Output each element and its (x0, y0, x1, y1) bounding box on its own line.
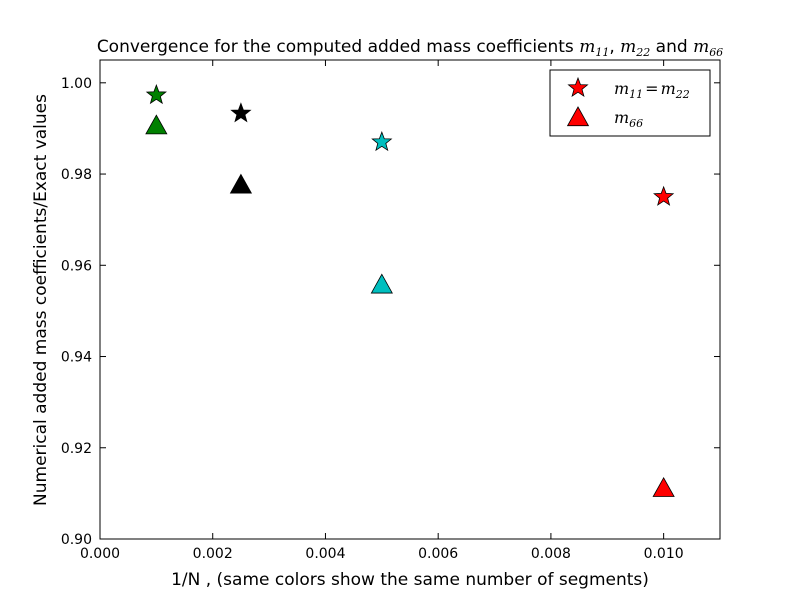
triangle-point (229, 173, 253, 194)
star-point (653, 185, 675, 206)
chart-title: Convergence for the computed added mass … (97, 37, 723, 59)
x-tick-label: 0.004 (305, 546, 345, 562)
x-axis-label: 1/N , (same colors show the same number … (171, 570, 649, 590)
title-m22: m (620, 37, 636, 57)
triangle-point (652, 476, 675, 497)
legend-star-marker (567, 76, 589, 98)
star-point (371, 130, 393, 152)
title-m66: m (693, 37, 709, 57)
axis-ticks: 0.000 0.002 0.004 0.006 0.008 0.010 0.90 0.92 0.… (61, 60, 720, 562)
legend-label-m66: m66 (614, 108, 643, 130)
star-point (230, 102, 252, 123)
title-sep2: and (650, 37, 693, 57)
title-m11-sub: 11 (595, 46, 609, 59)
title-m22-sub: 22 (635, 46, 650, 59)
title-m11: m (579, 37, 595, 57)
y-tick-label: 0.92 (61, 441, 92, 457)
data-points (145, 83, 675, 497)
plot-area (99, 59, 721, 540)
triangle-point (145, 114, 168, 135)
x-tick-label: 0.002 (193, 546, 233, 562)
title-m66-sub: 66 (709, 46, 723, 59)
legend-triangle-marker (566, 106, 590, 127)
y-tick-label: 0.94 (61, 350, 92, 366)
triangle-point (370, 273, 393, 294)
y-tick-label: 1.00 (61, 76, 92, 92)
legend-markers (566, 76, 590, 127)
y-tick-label: 0.96 (61, 258, 92, 274)
title-sep1: , (609, 37, 620, 57)
legend-label-m11-m22: m11 = m22 (614, 79, 690, 101)
x-tick-label: 0.008 (531, 546, 571, 562)
y-axis-label: Numerical added mass coefficients/Exact … (31, 94, 51, 506)
y-tick-label: 0.98 (61, 167, 92, 183)
x-tick-label: 0.000 (80, 546, 120, 562)
x-tick-label: 0.010 (644, 546, 684, 562)
legend: m11 = m22 m66 (549, 69, 711, 137)
title-prefix: Convergence for the computed added mass … (97, 37, 579, 57)
star-point (145, 83, 167, 105)
x-tick-label: 0.006 (418, 546, 458, 562)
y-tick-label: 0.90 (61, 532, 92, 548)
